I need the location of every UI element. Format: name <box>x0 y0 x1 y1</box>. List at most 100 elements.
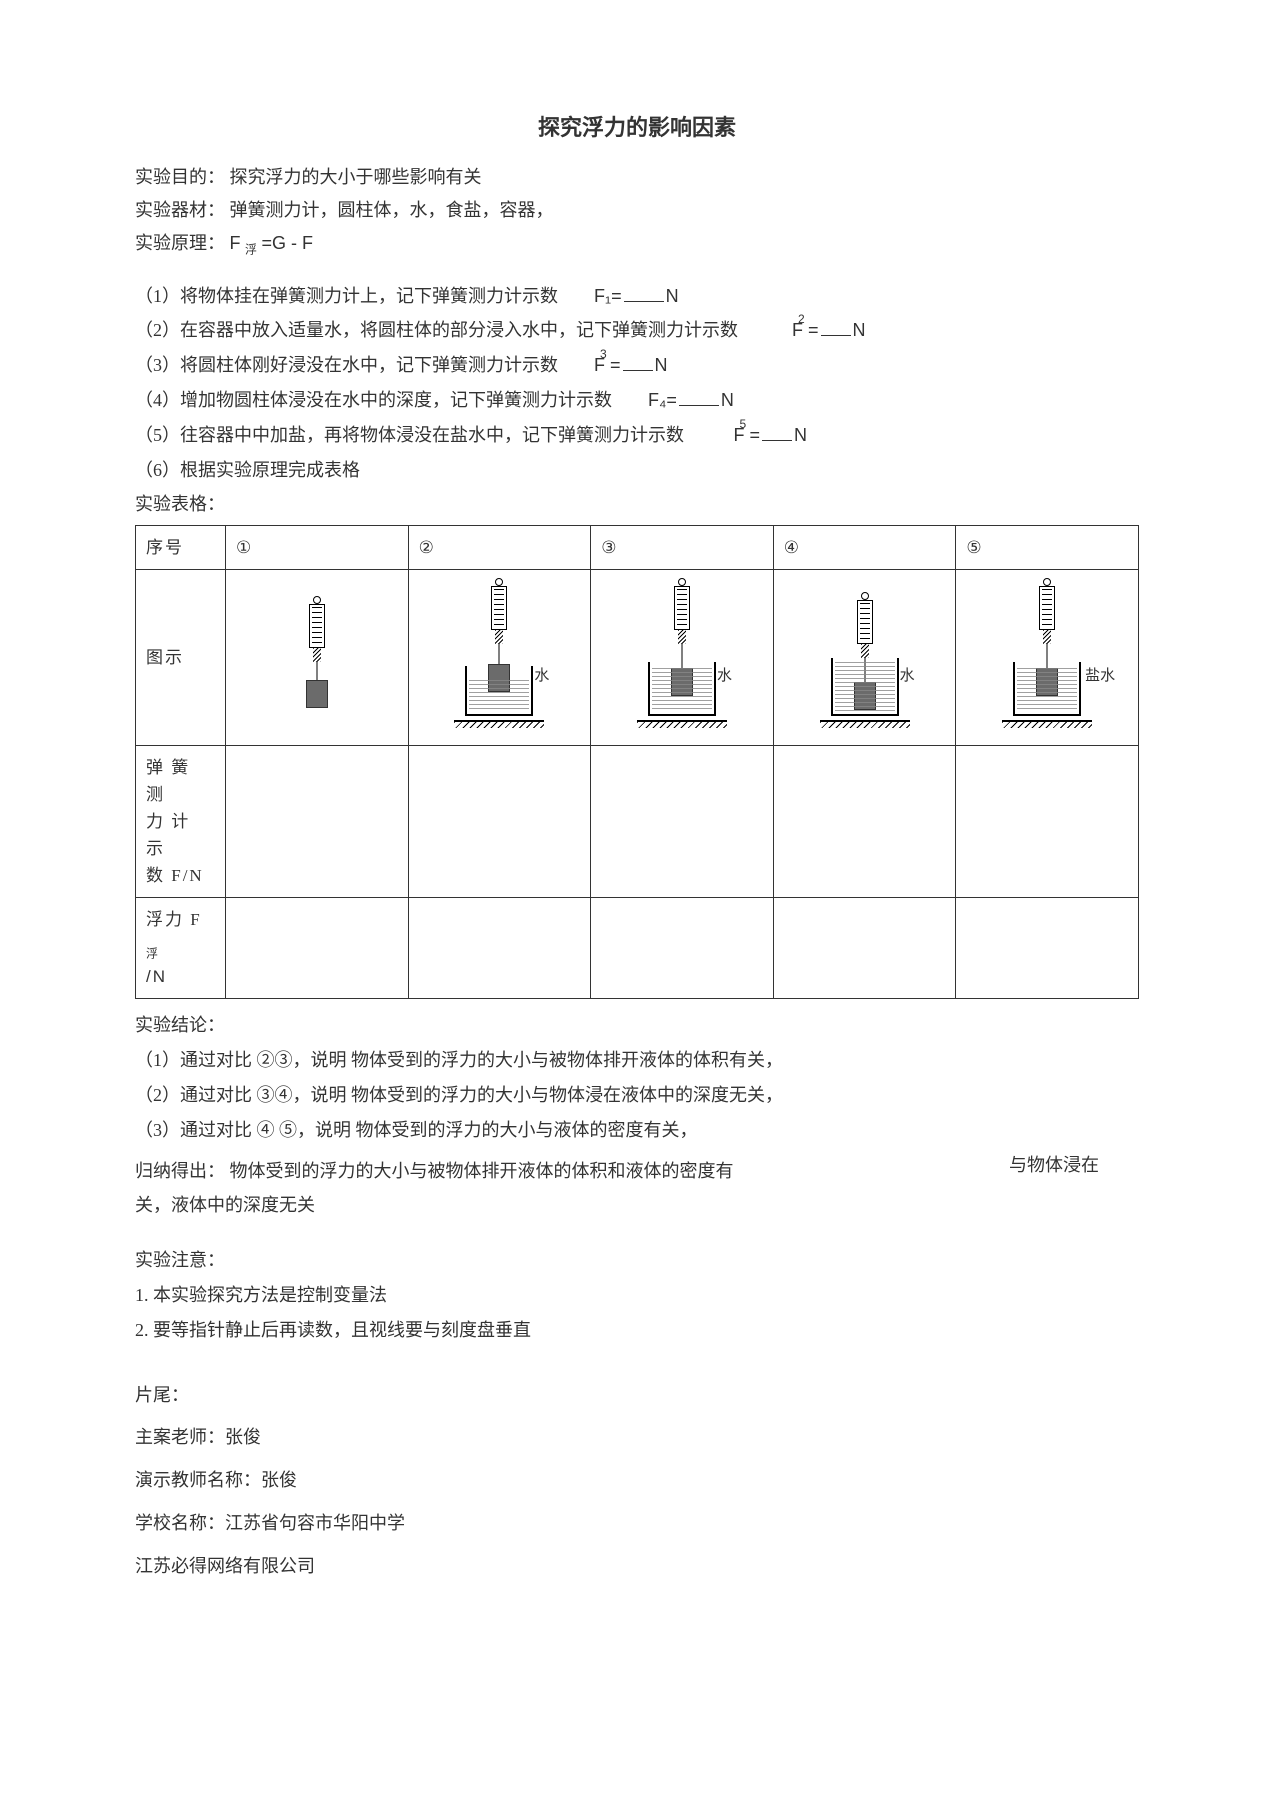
water-label-3: 水 <box>717 664 732 688</box>
blank-3 <box>623 353 653 371</box>
buoy-1 <box>226 898 409 999</box>
step-2-sup: 2 <box>798 310 805 329</box>
table-heading: 实验表格： <box>135 490 1139 519</box>
conclusion-2: （2）通过对比 ③④，说明 物体受到的浮力的大小与物体浸在液体中的深度无关， <box>135 1081 1139 1110</box>
step-2-text: （2）在容器中放入适量水，将圆柱体的部分浸入水中，记下弹簧测力计示数 <box>135 320 738 340</box>
step-2: （2）在容器中放入适量水，将圆柱体的部分浸入水中，记下弹簧测力计示数 2F =N <box>135 316 1139 345</box>
notes-block: 实验注意： 1. 本实验探究方法是控制变量法 2. 要等指针静止后再读数，且视线… <box>135 1246 1139 1344</box>
step-5-f: F = <box>734 425 761 445</box>
col-1: ① <box>226 526 409 570</box>
salt-label: 盐水 <box>1085 664 1115 688</box>
reading-l3: 数 F/N <box>146 862 215 889</box>
step-5: （5）往容器中中加盐，再将物体浸没在盐水中，记下弹簧测力计示数 5F =N <box>135 421 1139 450</box>
step-2-n: N <box>853 320 866 340</box>
note-2: 2. 要等指针静止后再读数，且视线要与刻度盘垂直 <box>135 1316 1139 1345</box>
credit-4: 江苏必得网络有限公司 <box>135 1552 1139 1581</box>
conclusion-1: （1）通过对比 ②③，说明 物体受到的浮力的大小与被物体排开液体的体积有关， <box>135 1046 1139 1075</box>
conclusion-block: 实验结论： （1）通过对比 ②③，说明 物体受到的浮力的大小与被物体排开液体的体… <box>135 1011 1139 1226</box>
purpose-label: 实验目的： <box>135 167 230 187</box>
table-row-header: 序号 ① ② ③ ④ ⑤ <box>136 526 1139 570</box>
table-row-diagram: 图示 水 <box>136 570 1139 745</box>
step-5-n: N <box>794 425 807 445</box>
step-5-text: （5）往容器中中加盐，再将物体浸没在盐水中，记下弹簧测力计示数 <box>135 425 684 445</box>
equipment-text: 弹簧测力计，圆柱体，水，食盐，容器， <box>230 200 554 220</box>
step-3-f: F = <box>594 355 621 375</box>
step-4-text: （4）增加物圆柱体浸没在水中的深度，记下弹簧测力计示数 <box>135 390 612 410</box>
diagram-1 <box>226 570 409 745</box>
purpose-text: 探究浮力的大小于哪些影响有关 <box>230 167 482 187</box>
reading-l1: 弹 簧 测 <box>146 754 215 808</box>
col-4: ④ <box>773 526 956 570</box>
col-buoy-label: 浮力 F 浮 /N <box>136 898 226 999</box>
step-3-sup: 3 <box>600 345 607 364</box>
diagram-4: 水 <box>773 570 956 745</box>
credit-3: 学校名称：江苏省句容市华阳中学 <box>135 1509 1139 1538</box>
diagram-3: 水 <box>591 570 774 745</box>
step-1-n: N <box>666 286 679 306</box>
step-1-text: （1）将物体挂在弹簧测力计上，记下弹簧测力计示数 <box>135 286 558 306</box>
step-3-text: （3）将圆柱体刚好浸没在水中，记下弹簧测力计示数 <box>135 355 558 375</box>
buoy-sub: 浮 <box>146 946 160 960</box>
step-3-n: N <box>655 355 668 375</box>
col-3: ③ <box>591 526 774 570</box>
water-label-2: 水 <box>534 664 549 688</box>
diagram-5: 盐水 <box>956 570 1139 745</box>
step-3: （3）将圆柱体刚好浸没在水中，记下弹簧测力计示数 3F =N <box>135 351 1139 380</box>
col-diagram-label: 图示 <box>136 570 226 745</box>
summary-right: 与物体浸在 <box>979 1151 1139 1180</box>
principle-sub: 浮 <box>245 242 257 256</box>
conclusion-3: （3）通过对比 ④ ⑤，说明 物体受到的浮力的大小与液体的密度有关， <box>135 1116 1139 1145</box>
buoy-l1: 浮力 F <box>146 910 202 929</box>
conclusion-heading: 实验结论： <box>135 1011 1139 1040</box>
credit-1: 主案老师：张俊 <box>135 1423 1139 1452</box>
col-reading-label: 弹 簧 测 力 计 示 数 F/N <box>136 745 226 898</box>
buoy-3 <box>591 898 774 999</box>
step-1: （1）将物体挂在弹簧测力计上，记下弹簧测力计示数 F₁= N <box>135 282 1139 311</box>
principle-f: F <box>230 233 241 253</box>
blank-1 <box>624 284 664 302</box>
reading-l2: 力 计 示 <box>146 808 215 862</box>
buoy-4 <box>773 898 956 999</box>
purpose-line: 实验目的： 探究浮力的大小于哪些影响有关 <box>135 163 1139 192</box>
reading-1 <box>226 745 409 898</box>
buoy-l2: /N <box>146 967 167 986</box>
step-4-n: N <box>721 390 734 410</box>
note-1: 1. 本实验探究方法是控制变量法 <box>135 1281 1139 1310</box>
buoy-2 <box>408 898 591 999</box>
buoy-5 <box>956 898 1139 999</box>
summary-line-2: 关，液体中的深度无关 <box>135 1191 979 1220</box>
principle-rest: =G - F <box>262 233 314 253</box>
water-label-4: 水 <box>900 664 915 688</box>
principle-label: 实验原理： <box>135 233 230 253</box>
reading-4 <box>773 745 956 898</box>
blank-5 <box>762 423 792 441</box>
credit-2: 演示教师名称：张俊 <box>135 1466 1139 1495</box>
step-6: （6）根据实验原理完成表格 <box>135 456 1139 485</box>
tail-label: 片尾： <box>135 1381 1139 1410</box>
equipment-line: 实验器材： 弹簧测力计，圆柱体，水，食盐，容器， <box>135 196 1139 225</box>
step-4-f: F₄= <box>648 390 677 410</box>
blank-4 <box>679 388 719 406</box>
table-row-buoy: 浮力 F 浮 /N <box>136 898 1139 999</box>
credits-block: 片尾： 主案老师：张俊 演示教师名称：张俊 学校名称：江苏省句容市华阳中学 江苏… <box>135 1381 1139 1581</box>
col-5: ⑤ <box>956 526 1139 570</box>
step-1-f: F₁= <box>594 286 622 306</box>
col-2: ② <box>408 526 591 570</box>
step-4: （4）增加物圆柱体浸没在水中的深度，记下弹簧测力计示数 F₄= N <box>135 386 1139 415</box>
table-row-reading: 弹 簧 测 力 计 示 数 F/N <box>136 745 1139 898</box>
page-title: 探究浮力的影响因素 <box>135 110 1139 145</box>
reading-2 <box>408 745 591 898</box>
summary-line-1: 归纳得出： 物体受到的浮力的大小与被物体排开液体的体积和液体的密度有 <box>135 1157 979 1186</box>
experiment-table: 序号 ① ② ③ ④ ⑤ 图示 <box>135 525 1139 999</box>
blank-2 <box>821 318 851 336</box>
step-6-text: （6）根据实验原理完成表格 <box>135 460 360 480</box>
notes-heading: 实验注意： <box>135 1246 1139 1275</box>
step-5-sup: 5 <box>740 415 747 434</box>
diagram-2: 水 <box>408 570 591 745</box>
col-serial: 序号 <box>136 526 226 570</box>
reading-5 <box>956 745 1139 898</box>
step-2-f: F = <box>792 320 819 340</box>
reading-3 <box>591 745 774 898</box>
equipment-label: 实验器材： <box>135 200 230 220</box>
principle-line: 实验原理： F 浮 =G - F <box>135 229 1139 260</box>
